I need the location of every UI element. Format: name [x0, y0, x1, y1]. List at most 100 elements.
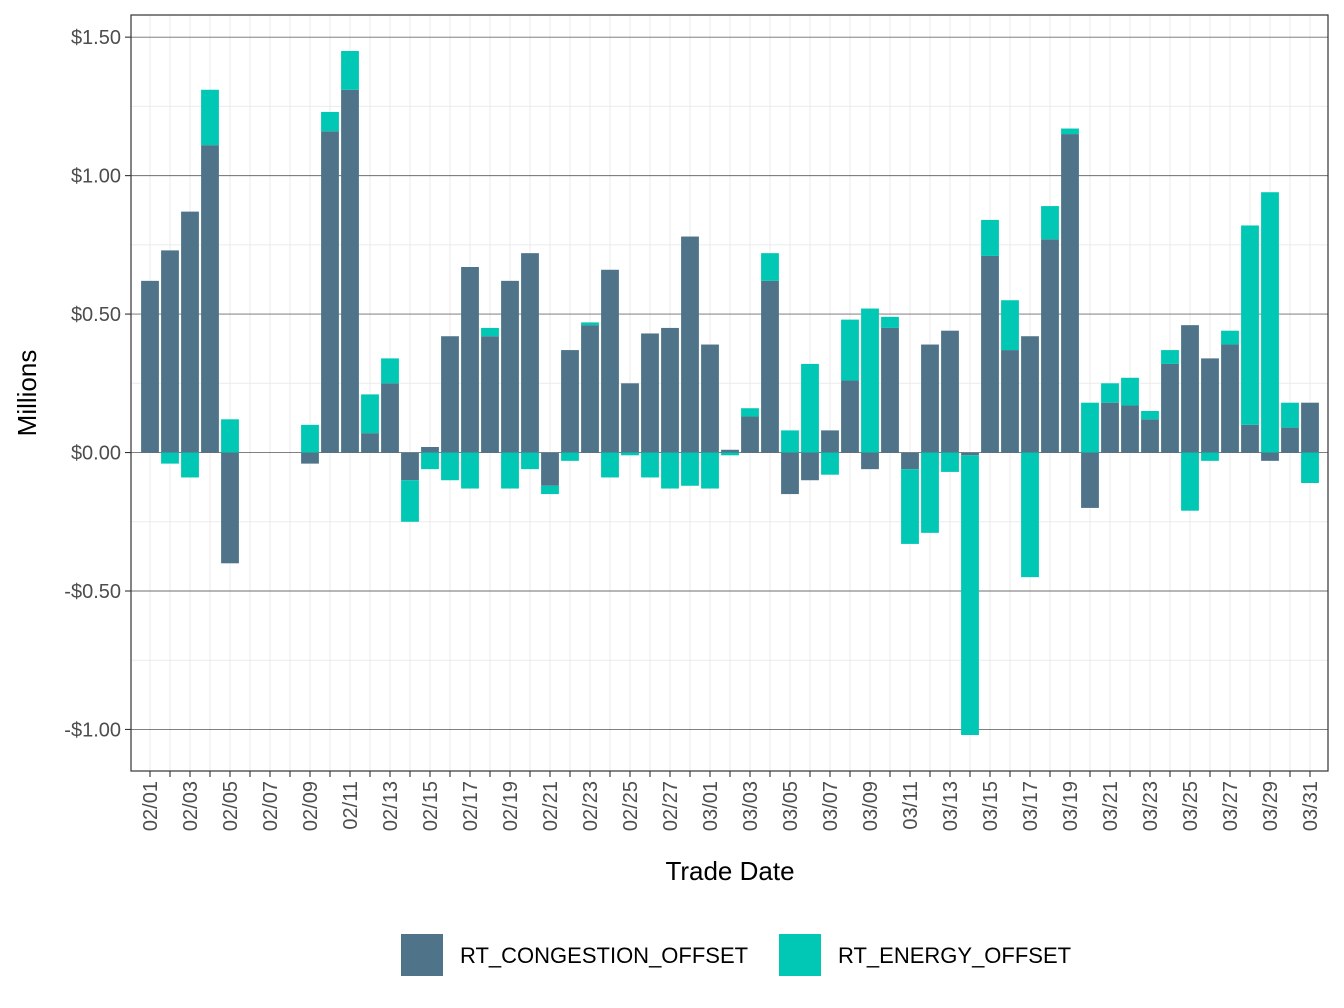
bar-energy-03-18 — [1041, 206, 1059, 240]
bar-congestion-02-23 — [581, 325, 599, 453]
bar-energy-03-22 — [1121, 377, 1139, 406]
bar-congestion-03-16 — [1001, 350, 1019, 453]
bar-energy-03-24 — [1161, 350, 1179, 364]
bar-congestion-03-21 — [1101, 402, 1119, 453]
bar-congestion-03-02 — [721, 449, 739, 453]
bar-congestion-02-11 — [341, 89, 359, 453]
bar-energy-03-01 — [701, 452, 719, 489]
x-tick-label: 03/07 — [820, 781, 842, 831]
x-tick-label: 03/09 — [860, 781, 882, 831]
x-tick-label: 02/09 — [300, 781, 322, 831]
bar-congestion-02-14 — [401, 452, 419, 481]
bar-energy-03-14 — [961, 455, 979, 735]
bar-congestion-03-28 — [1241, 424, 1259, 453]
bar-congestion-02-17 — [461, 267, 479, 453]
bar-congestion-02-09 — [301, 452, 319, 464]
bar-congestion-03-09 — [861, 452, 879, 470]
bar-congestion-03-27 — [1221, 344, 1239, 453]
bar-congestion-03-25 — [1181, 325, 1199, 453]
x-tick-label: 03/13 — [940, 781, 962, 831]
y-tick-label: $1.00 — [71, 166, 121, 188]
x-tick-label: 03/11 — [900, 781, 922, 830]
bar-energy-02-23 — [581, 322, 599, 326]
bar-congestion-02-18 — [481, 336, 499, 453]
y-tick-label: $0.00 — [71, 443, 121, 465]
x-tick-label: 02/25 — [620, 781, 642, 831]
bar-energy-03-09 — [861, 308, 879, 453]
bar-congestion-02-24 — [601, 269, 619, 453]
legend-swatch-congestion — [401, 934, 443, 976]
y-axis-title: Millions — [12, 350, 42, 437]
bar-congestion-02-03 — [181, 211, 199, 453]
bar-energy-03-23 — [1141, 411, 1159, 420]
bar-congestion-02-13 — [381, 383, 399, 453]
bar-congestion-03-17 — [1021, 336, 1039, 453]
bar-congestion-02-27 — [661, 327, 679, 453]
bar-congestion-02-26 — [641, 333, 659, 453]
bar-energy-02-10 — [321, 111, 339, 132]
bar-energy-02-14 — [401, 480, 419, 522]
bar-energy-03-06 — [801, 363, 819, 453]
x-tick-label: 03/21 — [1100, 781, 1122, 831]
x-tick-label: 02/17 — [460, 781, 482, 831]
bar-congestion-03-30 — [1281, 427, 1299, 453]
bar-congestion-03-06 — [801, 452, 819, 481]
x-tick-label: 02/07 — [260, 781, 282, 831]
y-axis: -$1.00 -$0.50 $0.00 $0.50 $1.00 $1.50 — [64, 27, 131, 741]
bar-congestion-03-15 — [981, 255, 999, 453]
legend-label-congestion: RT_CONGESTION_OFFSET — [460, 943, 748, 968]
bar-congestion-03-23 — [1141, 419, 1159, 453]
bar-congestion-03-01 — [701, 344, 719, 453]
bar-congestion-03-22 — [1121, 405, 1139, 453]
bar-energy-02-03 — [181, 452, 199, 478]
x-tick-label: 03/23 — [1140, 781, 1162, 831]
x-tick-label: 02/13 — [380, 781, 402, 831]
bar-congestion-02-04 — [201, 145, 219, 453]
bar-energy-03-02 — [721, 452, 739, 456]
x-tick-label: 03/25 — [1180, 781, 1202, 831]
bar-congestion-02-28 — [681, 236, 699, 453]
x-tick-label: 02/03 — [180, 781, 202, 831]
bar-congestion-02-25 — [621, 383, 639, 453]
bar-energy-02-20 — [521, 452, 539, 470]
bar-energy-03-17 — [1021, 452, 1039, 578]
bar-energy-03-15 — [981, 219, 999, 256]
bar-energy-02-11 — [341, 51, 359, 90]
bar-congestion-03-10 — [881, 327, 899, 453]
x-tick-label: 03/27 — [1220, 781, 1242, 831]
bar-congestion-03-05 — [781, 452, 799, 495]
bar-energy-03-28 — [1241, 225, 1259, 425]
bar-energy-03-12 — [921, 452, 939, 533]
bar-energy-03-19 — [1061, 128, 1079, 135]
bar-energy-03-20 — [1081, 402, 1099, 453]
bars — [141, 51, 1319, 735]
bar-energy-03-03 — [741, 408, 759, 417]
bar-energy-02-25 — [621, 452, 639, 456]
bar-energy-03-08 — [841, 319, 859, 381]
bar-energy-02-21 — [541, 485, 559, 495]
y-tick-label: -$1.00 — [64, 719, 121, 741]
x-tick-label: 03/19 — [1060, 781, 1082, 831]
x-tick-label: 03/01 — [700, 781, 722, 831]
x-tick-label: 03/31 — [1300, 781, 1322, 831]
x-tick-label: 02/27 — [660, 781, 682, 831]
bar-energy-02-05 — [221, 419, 239, 453]
bar-energy-03-10 — [881, 316, 899, 328]
bar-energy-02-09 — [301, 424, 319, 453]
bar-energy-02-22 — [561, 452, 579, 461]
bar-energy-02-26 — [641, 452, 659, 478]
bar-congestion-03-03 — [741, 416, 759, 453]
x-axis-title: Trade Date — [665, 856, 794, 886]
bar-congestion-02-19 — [501, 280, 519, 453]
bar-energy-03-16 — [1001, 300, 1019, 351]
x-tick-label: 02/11 — [340, 781, 362, 830]
bar-energy-02-27 — [661, 452, 679, 489]
bar-energy-02-19 — [501, 452, 519, 489]
bar-energy-02-04 — [201, 89, 219, 146]
x-tick-label: 03/03 — [740, 781, 762, 831]
bar-congestion-02-05 — [221, 452, 239, 564]
bar-energy-02-24 — [601, 452, 619, 478]
bar-congestion-02-21 — [541, 452, 559, 486]
bar-energy-03-30 — [1281, 402, 1299, 428]
